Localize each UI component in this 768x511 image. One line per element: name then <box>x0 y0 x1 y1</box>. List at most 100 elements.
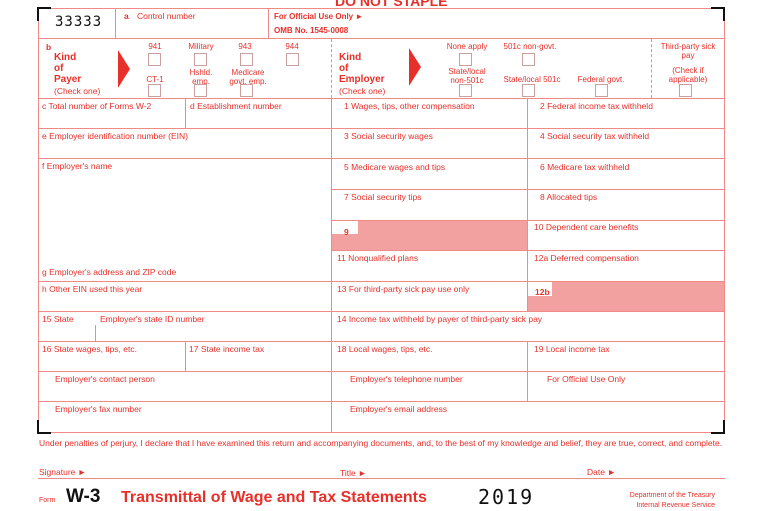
checkbox-501c-nongovt[interactable] <box>522 53 535 66</box>
opt-label: None apply <box>446 42 488 51</box>
divider <box>95 325 96 341</box>
checkbox-state-local-501c[interactable] <box>522 84 535 97</box>
t: Employer <box>339 74 385 85</box>
perjury-statement: Under penalties of perjury, I declare th… <box>39 438 723 448</box>
opt-label: 941 <box>148 42 162 51</box>
box-9 <box>331 220 528 251</box>
opt-label: CT-1 <box>146 75 164 84</box>
label-phone: Employer's telephone number <box>350 374 463 384</box>
checkbox-state-local-non501c[interactable] <box>459 84 472 97</box>
label-h: h Other EIN used this year <box>42 284 143 294</box>
label-g: g Employer's address and ZIP code <box>42 267 177 277</box>
box-12b-shaded <box>527 281 725 312</box>
t: of <box>339 63 349 74</box>
label-16: 16 State wages, tips, etc. <box>42 344 137 354</box>
label-12a: 12a Deferred compensation <box>534 253 639 263</box>
box-9-corner <box>332 221 358 234</box>
label-official-use: For Official Use Only <box>547 374 626 384</box>
label-15: 15 State <box>42 314 74 324</box>
checkbox-none-apply[interactable] <box>459 53 472 66</box>
checkbox-hshld[interactable] <box>194 84 207 97</box>
label-8: 8 Allocated tips <box>540 192 598 202</box>
label-e: e Employer identification number (EIN) <box>42 131 188 141</box>
date-label: Date ► <box>587 467 616 477</box>
kind-of-employer-title: Kind of Employer <box>339 52 385 85</box>
divider <box>331 39 332 98</box>
label-18: 18 Local wages, tips, etc. <box>337 344 433 354</box>
label-11: 11 Nonqualified plans <box>337 253 419 263</box>
payer-check-one: (Check one) <box>54 86 101 96</box>
label-14: 14 Income tax withheld by payer of third… <box>337 314 543 324</box>
checkbox-ct1[interactable] <box>148 84 161 97</box>
form-word: Form <box>39 497 56 504</box>
label-9: 9 <box>344 227 349 237</box>
label-3: 3 Social security wages <box>344 131 433 141</box>
field-f-g[interactable] <box>38 158 332 282</box>
label-state-id: Employer's state ID number <box>100 314 205 324</box>
control-code: 33333 <box>55 14 103 30</box>
label-1: 1 Wages, tips, other compensation <box>344 101 475 111</box>
irs: Internal Revenue Service <box>636 502 715 509</box>
opt-label: 943 <box>238 42 252 51</box>
label-d: d Establishment number <box>190 101 282 111</box>
box-12b <box>527 281 725 312</box>
do-not-staple: DO NOT STAPLE <box>335 0 448 9</box>
checkbox-941[interactable] <box>148 53 161 66</box>
field-email[interactable] <box>331 401 725 433</box>
label-fax: Employer's fax number <box>55 404 142 414</box>
agency: Department of the Treasury Internal Reven… <box>590 491 715 511</box>
t: Kind <box>339 52 362 63</box>
checkbox-944[interactable] <box>286 53 299 66</box>
corner-mark <box>37 7 51 21</box>
third-party-check-label: (Check if applicable) <box>668 66 708 84</box>
omb-number: OMB No. 1545-0008 <box>274 26 349 35</box>
checkbox-federal-govt[interactable] <box>595 84 608 97</box>
payer-letter: b <box>46 42 52 52</box>
checkbox-medicare[interactable] <box>240 84 253 97</box>
label-17: 17 State income tax <box>189 344 265 354</box>
t: Payer <box>54 74 82 85</box>
label-f: f Employer's name <box>42 161 113 171</box>
checkbox-third-party[interactable] <box>679 84 692 97</box>
opt-label: State/local non-501c <box>448 67 486 85</box>
label-19: 19 Local income tax <box>534 344 610 354</box>
label-10: 10 Dependent care benefits <box>534 222 639 232</box>
corner-mark <box>711 7 725 21</box>
corner-mark <box>37 420 51 434</box>
opt-label: 944 <box>285 42 299 51</box>
t: of <box>54 63 64 74</box>
divider <box>651 39 652 98</box>
checkbox-943[interactable] <box>240 53 253 66</box>
label-13: 13 For third-party sick pay use only <box>337 284 470 294</box>
opt-label: State/local 501c <box>503 75 561 84</box>
control-number-label: Control number <box>137 11 196 21</box>
arrow-right-icon <box>118 50 130 88</box>
form-year: 2019 <box>478 485 535 509</box>
opt-label: Federal govt. <box>577 75 625 84</box>
employer-check-one: (Check one) <box>339 86 386 96</box>
arrow-right-icon <box>409 48 421 86</box>
third-party-label: Third-party sick pay <box>660 42 716 60</box>
label-12b: 12b <box>535 287 550 297</box>
dept: Department of the Treasury <box>629 492 715 499</box>
control-letter: a <box>124 11 129 21</box>
checkbox-military[interactable] <box>194 53 207 66</box>
box-9-shaded <box>331 220 528 251</box>
signature-label: Signature ► <box>39 467 87 477</box>
opt-label: Military <box>188 42 214 51</box>
signature-line <box>38 478 725 479</box>
opt-label: 501c non-govt. <box>503 42 557 51</box>
kind-of-payer-title: Kind of Payer <box>54 52 81 85</box>
form-name: W-3 <box>66 486 101 507</box>
corner-mark <box>711 420 725 434</box>
label-5: 5 Medicare wages and tips <box>344 162 446 172</box>
opt-label: Hshld. emp. <box>189 68 213 86</box>
label-6: 6 Medicare tax withheld <box>540 162 630 172</box>
official-use-label: For Official Use Only ► <box>274 12 364 21</box>
label-7: 7 Social security tips <box>344 192 422 202</box>
label-email: Employer's email address <box>350 404 448 414</box>
t: Kind <box>54 52 77 63</box>
box-12b-corner <box>528 282 552 296</box>
label-4: 4 Social security tax withheld <box>540 131 650 141</box>
opt-label: Medicare govt. emp. <box>229 68 267 86</box>
